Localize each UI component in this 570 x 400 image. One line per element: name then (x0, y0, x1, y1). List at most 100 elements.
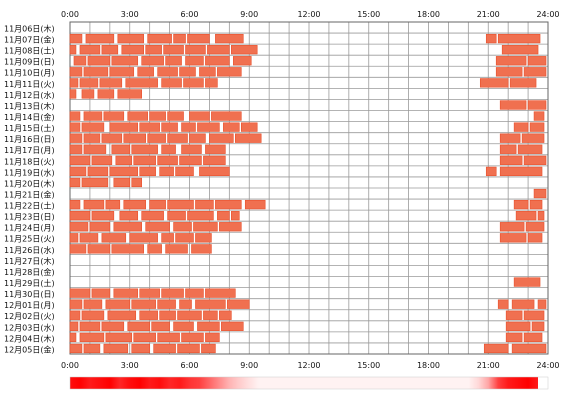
activity-segment (109, 166, 139, 177)
activity-segment (499, 144, 517, 154)
row-label: 12月05日(金) (4, 344, 55, 354)
activity-segment (227, 299, 250, 309)
activity-segment (525, 222, 545, 232)
activity-segment (529, 122, 545, 132)
activity-segment (513, 277, 541, 287)
activity-segment (149, 199, 166, 210)
activity-segment (191, 244, 212, 254)
activity-segment (197, 321, 220, 331)
activity-segment (175, 233, 194, 243)
activity-segment (69, 133, 83, 143)
activity-segment (497, 33, 541, 44)
activity-segment (157, 67, 178, 77)
activity-segment (499, 133, 521, 143)
plot-frame (69, 21, 549, 355)
activity-segment (131, 343, 150, 354)
activity-segment (521, 133, 545, 143)
x-tick-label-top: 24:00 (536, 10, 559, 19)
activity-segment (101, 133, 123, 143)
activity-segment (83, 199, 105, 210)
activity-segment (69, 321, 79, 331)
activity-segment (123, 133, 146, 143)
activity-segment (533, 111, 545, 121)
activity-segment (175, 166, 194, 177)
activity-segment (111, 144, 131, 154)
x-tick-label-bottom: 0:00 (61, 361, 79, 370)
activity-segment (189, 133, 206, 143)
activity-segment (527, 233, 543, 243)
activity-segment (485, 33, 497, 44)
activity-segment (205, 144, 226, 154)
activity-segment (205, 332, 220, 343)
activity-segment (87, 56, 111, 66)
activity-segment (69, 310, 81, 320)
row-label: 11月09日(日) (4, 58, 55, 67)
activity-segment (185, 288, 204, 298)
activity-segment (89, 222, 111, 232)
activity-segment (185, 56, 204, 66)
activity-segment (113, 177, 131, 188)
activity-segment (231, 45, 258, 55)
activity-segment (107, 310, 137, 320)
activity-segment (537, 299, 547, 309)
row-label: 11月08日(土) (4, 46, 55, 56)
activity-segment (105, 199, 121, 210)
activity-segment (537, 211, 545, 221)
activity-segment (87, 244, 111, 254)
activity-segment (199, 166, 230, 177)
x-tick-label-bottom: 9:00 (240, 361, 258, 370)
activity-segment (139, 288, 160, 298)
activity-segment (69, 211, 91, 221)
activity-segment (81, 177, 109, 188)
activity-segment (527, 56, 547, 66)
row-label: 11月16日(日) (4, 135, 55, 144)
activity-segment (235, 133, 262, 143)
activity-segment (83, 144, 107, 154)
activity-segment (195, 233, 212, 243)
row-label: 12月01日(月) (4, 301, 55, 310)
activity-segment (189, 111, 210, 121)
activity-segment (139, 310, 158, 320)
activity-segment (113, 222, 142, 232)
activity-segment (69, 199, 81, 210)
activity-segment (115, 155, 133, 165)
activity-segment (69, 67, 83, 77)
activity-segment (69, 89, 77, 99)
activity-segment (240, 122, 258, 132)
activity-segment (205, 78, 218, 88)
activity-segment (511, 299, 535, 309)
row-labels: 11月06日(木) 11月07日(金)11月08日(土) 11月09日(日) 11月1… (4, 23, 55, 354)
activity-segment (69, 299, 83, 309)
activity-segment (101, 321, 125, 331)
activity-segment (145, 222, 170, 232)
activity-segment (187, 211, 214, 221)
activity-segment (511, 343, 547, 354)
activity-segment (201, 343, 216, 354)
activity-segment (205, 56, 230, 66)
activity-segment (147, 244, 162, 254)
activity-segment (133, 155, 156, 165)
activity-segment (187, 33, 210, 44)
activity-segment (137, 67, 154, 77)
activity-segment (141, 211, 164, 221)
row-label: 11月11日(火) (4, 80, 55, 89)
activity-segment (69, 332, 77, 343)
activity-segment (69, 177, 81, 188)
activity-segment (195, 299, 226, 309)
activity-segment (69, 122, 81, 132)
x-tick-label-top: 0:00 (61, 10, 79, 19)
activity-segment (161, 288, 184, 298)
x-tick-label-bottom: 12:00 (297, 361, 320, 370)
activity-segment (139, 122, 160, 132)
row-label: 11月26日(水) (4, 245, 55, 255)
activity-segment (101, 233, 127, 243)
x-tick-label-bottom: 6:00 (181, 361, 199, 370)
activity-segment (523, 155, 547, 165)
row-label: 11月19日(水) (4, 167, 55, 177)
row-label: 11月17日(月) (4, 146, 55, 155)
activity-segment (69, 343, 83, 354)
activity-segment (133, 332, 156, 343)
activity-segment (147, 133, 166, 143)
activity-segment (531, 321, 545, 331)
activity-segment (231, 211, 240, 221)
